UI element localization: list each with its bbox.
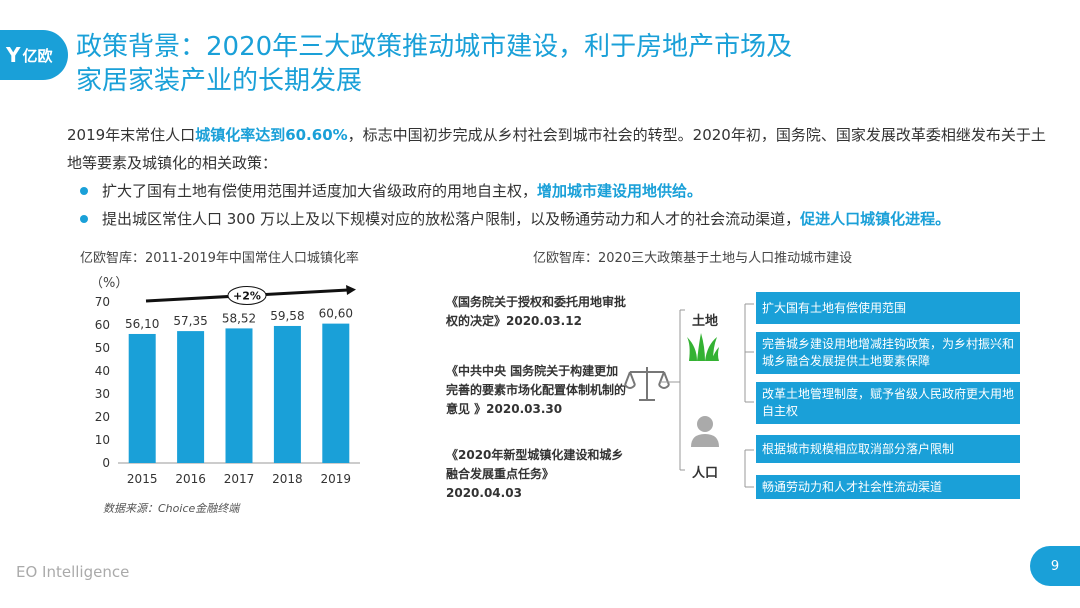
- y-tick-label: 0: [102, 456, 110, 470]
- page-title-line2: 家居家装产业的长期发展: [76, 66, 363, 96]
- page-title-line1: 政策背景：2020年三大政策推动城市建设，利于房地产市场及: [76, 32, 793, 62]
- bullet-item: 扩大了国有土地有偿使用范围并适度加大省级政府的用地自主权，增加城市建设用地供给。: [80, 177, 1060, 205]
- x-tick-label: 2017: [224, 472, 255, 486]
- data-source: 数据来源：Choice金融终端: [103, 502, 240, 515]
- y-tick-label: 10: [95, 433, 110, 447]
- annotation-text: +2%: [233, 290, 261, 303]
- intro-paragraph: 2019年末常住人口城镇化率达到60.60%，标志中国初步完成从乡村社会到城市社…: [67, 121, 1057, 177]
- y-tick-label: 20: [95, 410, 110, 424]
- scale-icon: [624, 367, 670, 401]
- trend-arrow-head: [346, 285, 356, 295]
- data-label: 56,10: [125, 317, 159, 331]
- x-tick-label: 2018: [272, 472, 303, 486]
- logo: Y 亿欧: [0, 30, 68, 80]
- data-label: 60,60: [319, 307, 353, 321]
- bar: [177, 331, 205, 463]
- data-label: 58,52: [222, 311, 256, 325]
- chart-title: 亿欧智库：2011-2019年中国常住人口城镇化率: [80, 251, 359, 266]
- land-label: 土地: [692, 314, 719, 329]
- bar: [322, 323, 350, 463]
- bullet-item: 提出城区常住人口 300 万以上及以下规模对应的放松落户限制，以及畅通劳动力和人…: [80, 205, 1060, 233]
- y-tick-label: 50: [95, 341, 110, 355]
- land-measure: 改革土地管理制度，赋予省级人民政府更大用地自主权: [756, 382, 1020, 424]
- data-label: 59,58: [270, 309, 304, 323]
- x-tick-label: 2016: [175, 472, 206, 486]
- y-tick-label: 30: [95, 387, 110, 401]
- data-label: 57,35: [173, 314, 207, 328]
- intro-text-1: 2019年末常住人口: [67, 126, 196, 144]
- policy-doc: 《国务院关于授权和委托用地审批权的决定》2020.03.12: [446, 295, 627, 328]
- bullet-highlight: 促进人口城镇化进程。: [800, 210, 951, 228]
- bar: [128, 333, 156, 463]
- y-tick-label: 70: [95, 295, 110, 309]
- policy-bullets: 扩大了国有土地有偿使用范围并适度加大省级政府的用地自主权，增加城市建设用地供给。…: [80, 177, 1060, 233]
- page-title: 政策背景：2020年三大政策推动城市建设，利于房地产市场及 家居家装产业的长期发…: [76, 30, 1076, 98]
- urbanization-bar-chart: 0 10 20 30 40 50 60 70 56,10 2015 57,35 2016 58,52 20…: [95, 285, 360, 486]
- footer-brand: EO Intelligence: [16, 563, 130, 581]
- land-measure: 扩大国有土地有偿使用范围: [756, 292, 1020, 324]
- y-tick-label: 40: [95, 364, 110, 378]
- x-tick-label: 2019: [321, 472, 352, 486]
- bullet-text: 扩大了国有土地有偿使用范围并适度加大省级政府的用地自主权，: [102, 182, 538, 200]
- land-measure: 完善城乡建设用地增减挂钩政策，为乡村振兴和城乡融合发展提供土地要素保障: [756, 332, 1020, 374]
- page-number: 9: [1030, 546, 1080, 586]
- logo-y-icon: Y: [6, 43, 21, 67]
- diagram-title: 亿欧智库：2020三大政策基于土地与人口推动城市建设: [533, 251, 853, 266]
- y-tick-label: 60: [95, 318, 110, 332]
- intro-text-2: ，标志中国初步完成从乡村社会到城市社会的转型。2020年初，国务院、国家发展改革…: [67, 126, 1046, 172]
- grass-icon: [687, 333, 719, 361]
- bar: [225, 328, 253, 463]
- logo-text: 亿欧: [22, 46, 53, 65]
- bar: [273, 325, 301, 463]
- policy-doc: 《中共中央 国务院关于构建更加完善的要素市场化配置体制机制的意见 》2020.0…: [446, 364, 627, 416]
- person-icon: [691, 416, 719, 447]
- bullet-text: 提出城区常住人口 300 万以上及以下规模对应的放松落户限制，以及畅通劳动力和人…: [102, 210, 801, 228]
- y-axis-unit: （%）: [90, 276, 129, 291]
- people-measure: 根据城市规模相应取消部分落户限制: [756, 435, 1020, 463]
- bullet-highlight: 增加城市建设用地供给。: [537, 182, 703, 200]
- people-measure: 畅通劳动力和人才社会性流动渠道: [756, 475, 1020, 499]
- diagram-connectors: [660, 303, 754, 488]
- policy-doc: 《2020年新型城镇化建设和城乡融合发展重点任务》2020.04.03: [446, 448, 624, 500]
- people-label: 人口: [692, 466, 719, 481]
- x-tick-label: 2015: [127, 472, 158, 486]
- intro-highlight: 城镇化率达到60.60%: [195, 126, 348, 144]
- annotation-badge: [227, 286, 267, 305]
